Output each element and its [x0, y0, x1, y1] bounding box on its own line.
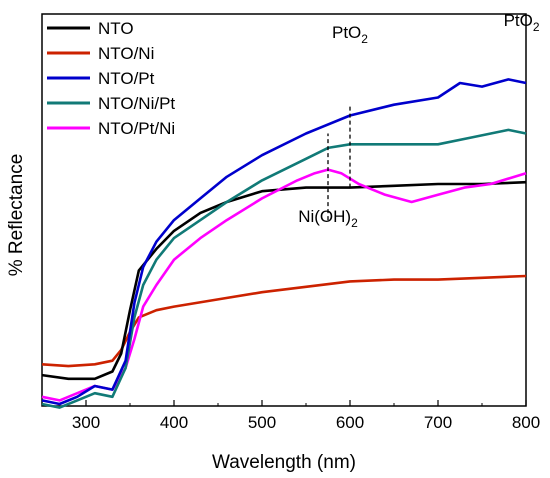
- dashed-markers: [327, 104, 351, 221]
- y-axis-title: % Reflectance: [6, 154, 27, 277]
- x-tick-label: 300: [72, 413, 100, 432]
- series-line-nto: [41, 180, 527, 381]
- series-line-nto-ni-pt: [41, 128, 527, 409]
- series-line-nto-pt: [41, 78, 527, 406]
- legend-entry: NTO/Pt/Ni: [98, 119, 175, 138]
- annotation-label: PtO2: [504, 11, 540, 34]
- annotation-label: Ni(OH)2: [298, 207, 358, 230]
- annotation-label: PtO2: [332, 23, 368, 46]
- x-axis-ticks: 300 400 500 600 700 800: [41, 400, 540, 432]
- plot-frame: [41, 13, 527, 407]
- legend-entry: NTO/Ni/Pt: [98, 94, 175, 113]
- x-tick-label: 500: [248, 413, 276, 432]
- x-tick-label: 600: [336, 413, 364, 432]
- legend: NTO NTO/Ni NTO/Pt NTO/Ni/Pt NTO/Pt/Ni: [47, 19, 175, 138]
- x-tick-label: 400: [160, 413, 188, 432]
- x-axis-title: Wavelength (nm): [212, 452, 356, 473]
- legend-entry: NTO/Ni: [98, 44, 154, 63]
- legend-entry: NTO/Pt: [98, 69, 155, 88]
- series-layer: [41, 78, 527, 409]
- series-line-nto-ni: [41, 274, 527, 368]
- x-tick-label: 800: [512, 413, 540, 432]
- annotations: PtO2 PtO2 Ni(OH)2: [298, 11, 540, 230]
- legend-entry: NTO: [98, 19, 134, 38]
- x-tick-label: 700: [424, 413, 452, 432]
